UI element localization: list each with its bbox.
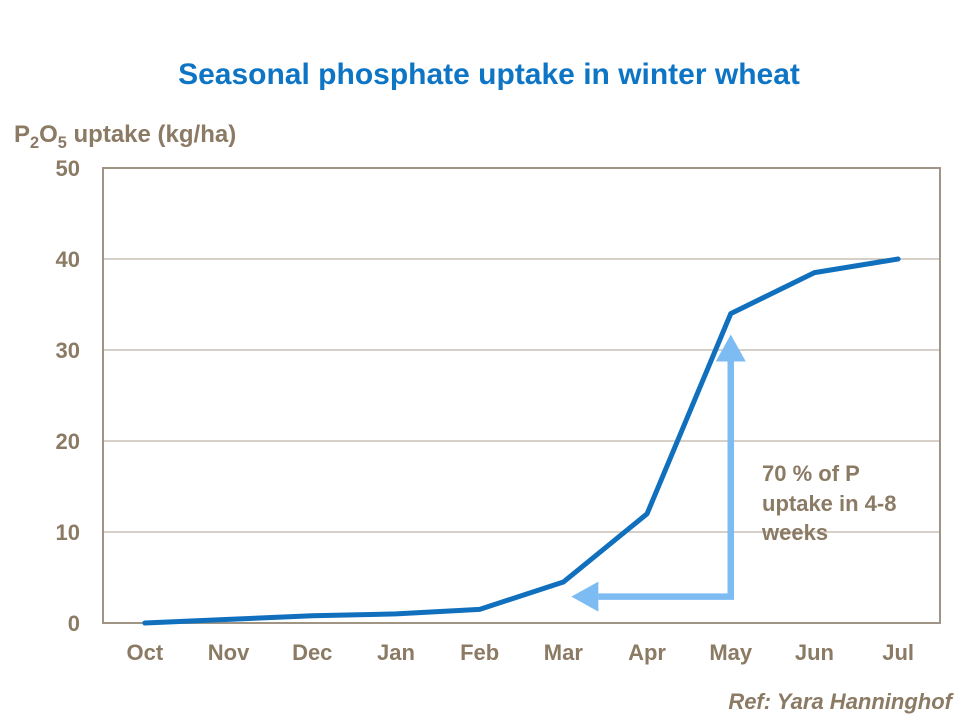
y-axis-title-subscript: 2 (30, 133, 40, 152)
annotation-arrow-line (598, 361, 734, 600)
y-axis-title: P2O5 uptake (kg/ha) (14, 121, 236, 153)
y-axis-title-part: uptake (kg/ha) (66, 121, 237, 148)
y-tick-label: 0 (68, 611, 80, 636)
x-tick-label: Jul (882, 640, 914, 665)
x-tick-label: Dec (292, 640, 332, 665)
x-tick-label: Oct (127, 640, 164, 665)
y-tick-label: 50 (56, 156, 80, 181)
y-axis-title-part: P (14, 121, 31, 148)
x-tick-label: Jan (377, 640, 415, 665)
y-tick-label: 40 (56, 247, 80, 272)
uptake-line (142, 256, 901, 626)
plot-border (102, 167, 941, 624)
x-tick-label: Nov (208, 640, 250, 665)
chart-title: Seasonal phosphate uptake in winter whea… (178, 58, 800, 91)
y-axis-title-part: O (39, 121, 58, 148)
y-tick-label: 10 (56, 520, 80, 545)
y-axis-title-subscript: 5 (57, 133, 67, 152)
annotation-text: 70 % of P uptake in 4-8 weeks (762, 461, 897, 545)
x-tick-label: Mar (544, 640, 584, 665)
x-tick-label: May (709, 640, 753, 665)
x-tick-label: Feb (460, 640, 499, 665)
x-tick-label: Apr (628, 640, 666, 665)
arrowhead-up-icon (715, 334, 746, 362)
y-tick-label: 30 (56, 338, 80, 363)
x-tick-label: Jun (795, 640, 834, 665)
arrowhead-left-icon (571, 581, 599, 612)
y-tick-label: 20 (56, 429, 80, 454)
reference-text: Ref: Yara Hanninghof (728, 689, 952, 714)
